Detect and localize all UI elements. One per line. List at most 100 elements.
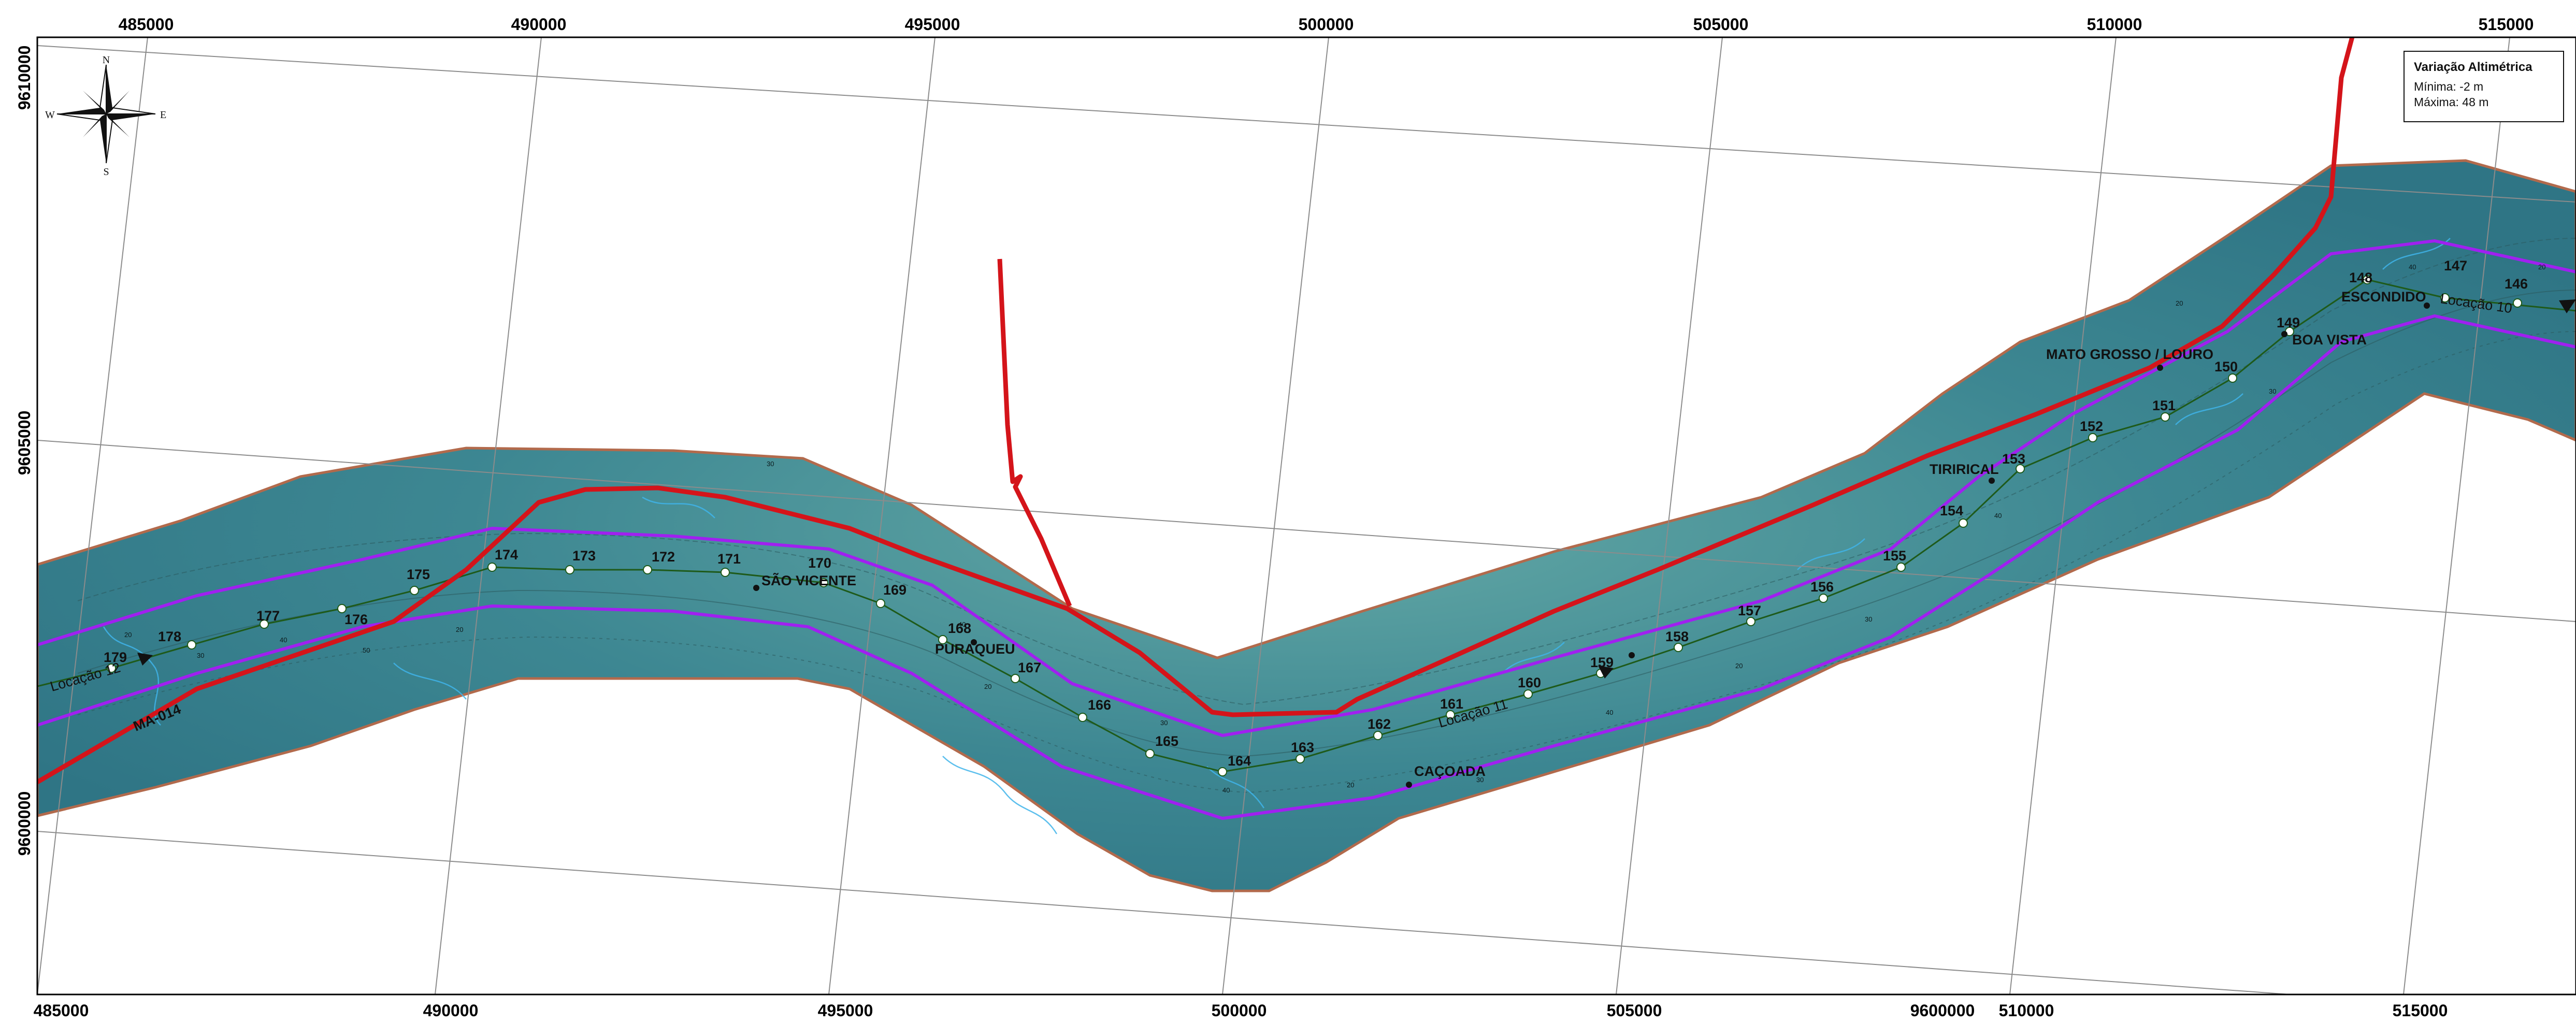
frame-border (36, 36, 2576, 996)
bottom-tick: 500000 (1212, 1001, 1267, 1020)
contour-label: 40 (280, 636, 287, 644)
bottom-tick: 510000 (1999, 1001, 2054, 1020)
station-label-147: 147 (2444, 258, 2467, 273)
contour-label: 30 (1865, 615, 1872, 623)
contour-label: 30 (1476, 776, 1484, 784)
station-label-161: 161 (1440, 696, 1463, 712)
offset-lines (37, 239, 2576, 820)
contour-label: 40 (1606, 709, 1613, 716)
station-label-158: 158 (1665, 629, 1689, 644)
station-label-154: 154 (1940, 503, 1963, 518)
compass-w: W (45, 109, 55, 121)
top-tick: 490000 (511, 15, 567, 34)
station-label-167: 167 (1018, 660, 1041, 675)
station-label-177: 177 (256, 608, 280, 624)
legend-max: Máxima: 48 m (2414, 95, 2489, 109)
station-label-175: 175 (407, 567, 430, 582)
place-mato-grosso-louro: MATO GROSSO / LOURO (2046, 347, 2213, 362)
contour-label: 40 (1222, 786, 1230, 794)
station-label-173: 173 (572, 548, 596, 564)
station-label-170: 170 (808, 555, 831, 571)
station-points (107, 275, 2522, 776)
top-tick: 485000 (119, 15, 174, 34)
left-tick: 9600000 (15, 791, 34, 856)
bottom-axis: 485000 490000 495000 500000 505000 96000… (34, 1001, 2448, 1020)
survey-corridor (37, 159, 2576, 892)
bottom-tick: 515000 (2393, 1001, 2448, 1020)
station-label-149: 149 (2277, 315, 2300, 330)
top-tick: 515000 (2479, 15, 2534, 34)
station-label-168: 168 (948, 621, 971, 636)
station-label-160: 160 (1518, 675, 1541, 690)
place-sao-vicente: SÃO VICENTE (761, 572, 856, 588)
left-tick: 9610000 (15, 46, 34, 110)
station-label-169: 169 (883, 582, 906, 598)
contour-label: 30 (1160, 719, 1168, 727)
station-label-152: 152 (2080, 419, 2103, 434)
compass-s: S (103, 166, 109, 178)
station-label-146: 146 (2505, 276, 2528, 292)
station-label-157: 157 (1738, 603, 1761, 618)
station-label-150: 150 (2214, 359, 2238, 374)
legend-title: Variação Altimétrica (2414, 60, 2532, 74)
place-boa-vista: BOA VISTA (2292, 332, 2367, 348)
station-label-166: 166 (1088, 697, 1111, 713)
contour-label: 30 (767, 460, 774, 468)
top-tick: 495000 (905, 15, 960, 34)
top-tick: 505000 (1693, 15, 1749, 34)
contour-label: 40 (2409, 263, 2416, 271)
place-puraqueu: PURAQUEU (935, 641, 1015, 657)
contour-label: 40 (958, 621, 966, 628)
place-dots (753, 302, 2430, 788)
station-label-156: 156 (1810, 579, 1834, 595)
station-label-178: 178 (158, 629, 181, 644)
station-label-162: 162 (1368, 716, 1391, 732)
coordinate-grid (37, 37, 2576, 994)
legend-box: Variação Altimétrica Mínima: -2 m Máxima… (2404, 51, 2564, 122)
contour-label: 20 (124, 631, 132, 639)
top-axis: 485000 490000 495000 500000 505000 51000… (119, 15, 2534, 34)
road-ma-014 (37, 37, 2355, 784)
direction-markers (137, 299, 2576, 679)
station-label-179: 179 (104, 650, 127, 665)
place-cacoada: CAÇOADA (1414, 763, 1486, 779)
station-label-165: 165 (1155, 733, 1178, 749)
bottom-tick: 495000 (818, 1001, 873, 1020)
left-tick: 9605000 (15, 411, 34, 475)
station-label-171: 171 (717, 551, 741, 567)
contour-label: 20 (2538, 263, 2545, 271)
bottom-tick: 9600000 (1910, 1001, 1975, 1020)
bottom-tick: 485000 (34, 1001, 89, 1020)
place-tiririal: TIRIRICAL (1930, 461, 1998, 477)
compass-rose-icon: N S E W (45, 54, 166, 178)
bottom-tick: 490000 (423, 1001, 479, 1020)
station-label-148: 148 (2349, 270, 2372, 285)
stream-lines (103, 238, 2451, 834)
bottom-tick: 505000 (1607, 1001, 1662, 1020)
place-escondido: ESCONDIDO (2341, 289, 2426, 305)
station-label-159: 159 (1590, 655, 1614, 670)
station-label-153: 153 (2002, 451, 2025, 467)
station-label-174: 174 (495, 547, 518, 563)
top-tick: 500000 (1299, 15, 1354, 34)
contour-label: 20 (1735, 662, 1743, 670)
contour-label: 30 (2269, 387, 2276, 395)
station-label-155: 155 (1883, 548, 1906, 564)
left-axis: 9610000 9605000 9600000 (15, 46, 34, 856)
contour-label: 20 (984, 683, 991, 690)
station-labels: 179 178 177 176 175 174 173 172 171 170 … (104, 258, 2528, 769)
station-label-163: 163 (1291, 740, 1314, 755)
contour-label: 20 (2176, 299, 2183, 307)
top-tick: 510000 (2087, 15, 2142, 34)
contour-label: 20 (456, 626, 463, 633)
station-label-176: 176 (344, 612, 368, 627)
legend-min: Mínima: -2 m (2414, 80, 2484, 93)
compass-n: N (103, 54, 110, 66)
station-label-151: 151 (2152, 398, 2176, 413)
station-label-164: 164 (1228, 753, 1251, 769)
place-names: SÃO VICENTE PURAQUEU CAÇOADA TIRIRICAL M… (761, 289, 2426, 779)
contour-label: 20 (1347, 781, 1354, 789)
contour-label: 40 (1994, 512, 2002, 520)
contour-label: 50 (363, 646, 370, 654)
